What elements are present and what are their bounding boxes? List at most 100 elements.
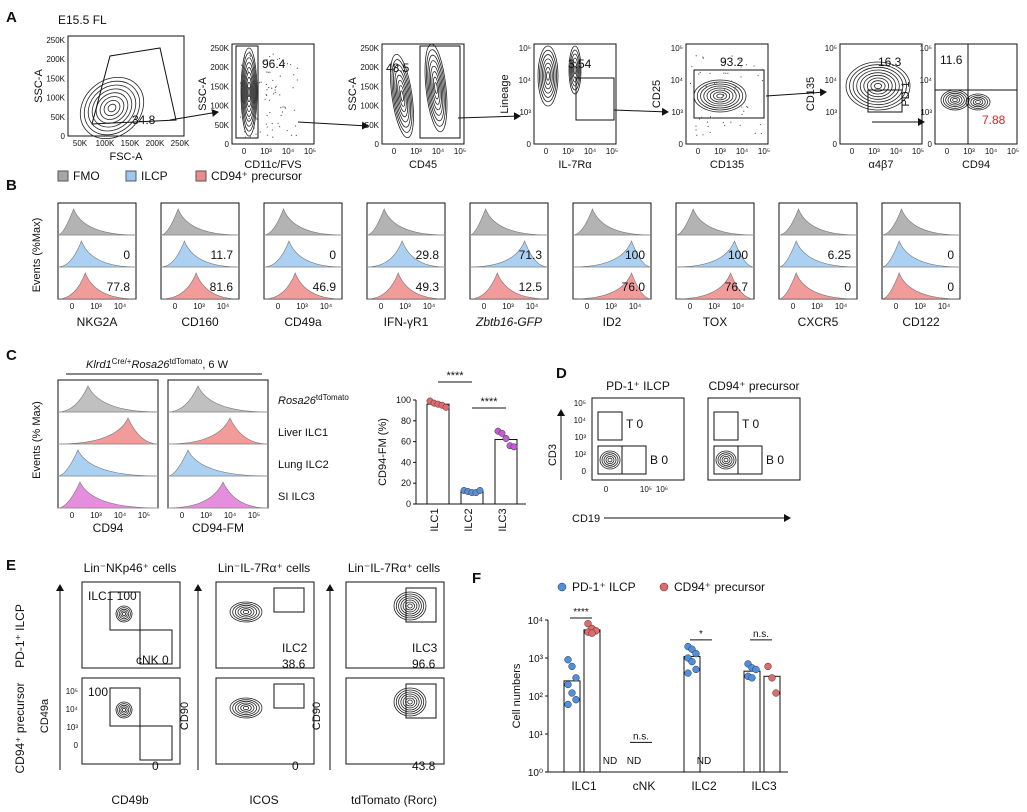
histogram-marker-label: CXCR5 — [798, 315, 839, 329]
y-tick-label: 50K — [51, 113, 66, 122]
contour-ring — [115, 605, 133, 623]
x-tick-label: 10⁴ — [114, 302, 127, 311]
legend-label: PD-1⁺ ILCP — [572, 580, 636, 594]
event-dot — [278, 57, 281, 60]
event-dot — [754, 132, 756, 135]
event-dot — [279, 75, 281, 77]
y-axis-label: CD135 — [805, 77, 817, 111]
histogram-marker-label: IFN-γR1 — [384, 315, 429, 329]
event-dot — [256, 93, 258, 95]
histogram-curve — [263, 272, 343, 300]
x-axis-label: CD135 — [710, 159, 744, 171]
contour-ring — [859, 72, 897, 100]
plot-frame — [215, 677, 315, 765]
contour-ring — [605, 455, 615, 464]
contour-ring — [952, 97, 958, 103]
panelE-contours — [229, 601, 263, 623]
gate-T-label: T 0 — [626, 417, 643, 431]
panelA4-value: 3.54 — [568, 57, 592, 71]
event-dot — [271, 129, 273, 131]
event-dot — [249, 54, 251, 56]
plot-frame — [839, 43, 923, 145]
panelE-y-tick: 10³ — [66, 723, 78, 732]
gate-ILC1 — [109, 591, 141, 631]
x-tick-label: 10⁵ — [248, 511, 260, 520]
panelB-histogram-CD160: 11.7 81.6 0 10³ 10⁴ CD160 — [160, 202, 240, 329]
panelB-histogram-CXCR5: 6.25 0 0 10³ 10⁴ CXCR5 — [778, 202, 858, 329]
histogram-curve — [572, 272, 652, 300]
x-tick-label: 10⁴ — [526, 302, 539, 311]
x-tick-label: 10³ — [605, 302, 617, 311]
histogram-value-precursor: 0 — [947, 280, 954, 294]
contour-ring — [87, 84, 137, 132]
event-dot — [730, 80, 733, 82]
bar-category-label: ILC1 — [429, 508, 441, 531]
y-tick-label: 10⁰ — [528, 768, 543, 779]
contour-ring — [244, 67, 254, 117]
event-dot — [268, 99, 271, 101]
event-dot — [722, 94, 724, 96]
y-tick-label: 10⁵ — [920, 44, 932, 53]
panelA4-contours-b — [568, 45, 582, 95]
histogram-value-precursor: 46.9 — [313, 280, 337, 294]
histogram-curve — [881, 240, 961, 268]
contour-ring — [242, 705, 250, 711]
x-axis-label: CD11c/FVS — [244, 159, 301, 171]
panelC-barchart: 0 20 40 60 80 100 CD94-FM (%) ILC1 ILC2 ILC3 **** *… — [377, 370, 526, 532]
panelE-contours — [229, 697, 263, 719]
y-axis-label: SSC-A — [197, 77, 209, 111]
y-tick-label: 200K — [210, 63, 229, 72]
panelD-y-axis-label: CD3 — [547, 444, 559, 466]
panel-letter-D: D — [556, 365, 567, 382]
panelA3-contours-left — [390, 53, 414, 139]
contour-ring — [856, 69, 900, 103]
x-tick-label: 0 — [791, 302, 796, 311]
event-dot — [266, 59, 268, 61]
event-dot — [271, 122, 273, 125]
histogram-value-ilcp: 100 — [728, 248, 748, 262]
contour-ring — [234, 604, 258, 620]
panelE-column-title: Lin⁻IL-7Rα⁺ cells — [348, 561, 440, 575]
y-tick-label: 150K — [210, 82, 229, 91]
event-dot — [295, 125, 297, 127]
contour-ring — [715, 450, 737, 470]
contour-ring — [246, 81, 252, 103]
panelD-y-tick: 10⁴ — [574, 416, 587, 425]
contour-ring — [243, 62, 255, 122]
gate-T-label: T 0 — [742, 417, 759, 431]
x-axis-label: α4β7 — [869, 159, 894, 171]
panelE-x-label: CD49b — [111, 793, 149, 807]
contour-ring — [400, 597, 420, 615]
data-point — [684, 669, 692, 677]
y-axis-label: CD25 — [651, 80, 663, 108]
histogram-curve — [160, 208, 240, 236]
event-dot — [263, 60, 265, 62]
event-dot — [274, 86, 276, 88]
contour-ring — [539, 49, 557, 103]
event-dot — [689, 82, 692, 85]
panelD-plot-1: PD-1⁺ ILCP T 0 B 0 — [591, 379, 685, 481]
contour-ring — [571, 57, 579, 83]
data-point — [564, 680, 572, 689]
event-dot — [265, 94, 268, 97]
event-dot — [239, 82, 242, 84]
histogram-curve — [675, 272, 755, 300]
event-dot — [266, 89, 268, 91]
event-dot — [244, 57, 246, 59]
contour-ring — [870, 80, 886, 92]
event-dot — [733, 89, 736, 91]
data-point — [568, 662, 576, 671]
x-tick-label: 10⁴ — [423, 302, 436, 311]
contour-ring — [237, 606, 255, 618]
event-dot — [724, 124, 726, 127]
event-dot — [255, 82, 257, 84]
contour-ring — [394, 69, 410, 123]
panelA4-contours-a — [537, 45, 559, 107]
panelA7-value-top: 11.6 — [940, 53, 963, 67]
histogram-curve — [263, 240, 343, 268]
x-tick-label: 10³ — [502, 302, 514, 311]
contour-ring — [706, 87, 734, 105]
contour-ring — [700, 83, 740, 109]
event-dot — [271, 87, 273, 89]
panelE-y-tick: 10⁴ — [66, 705, 79, 714]
